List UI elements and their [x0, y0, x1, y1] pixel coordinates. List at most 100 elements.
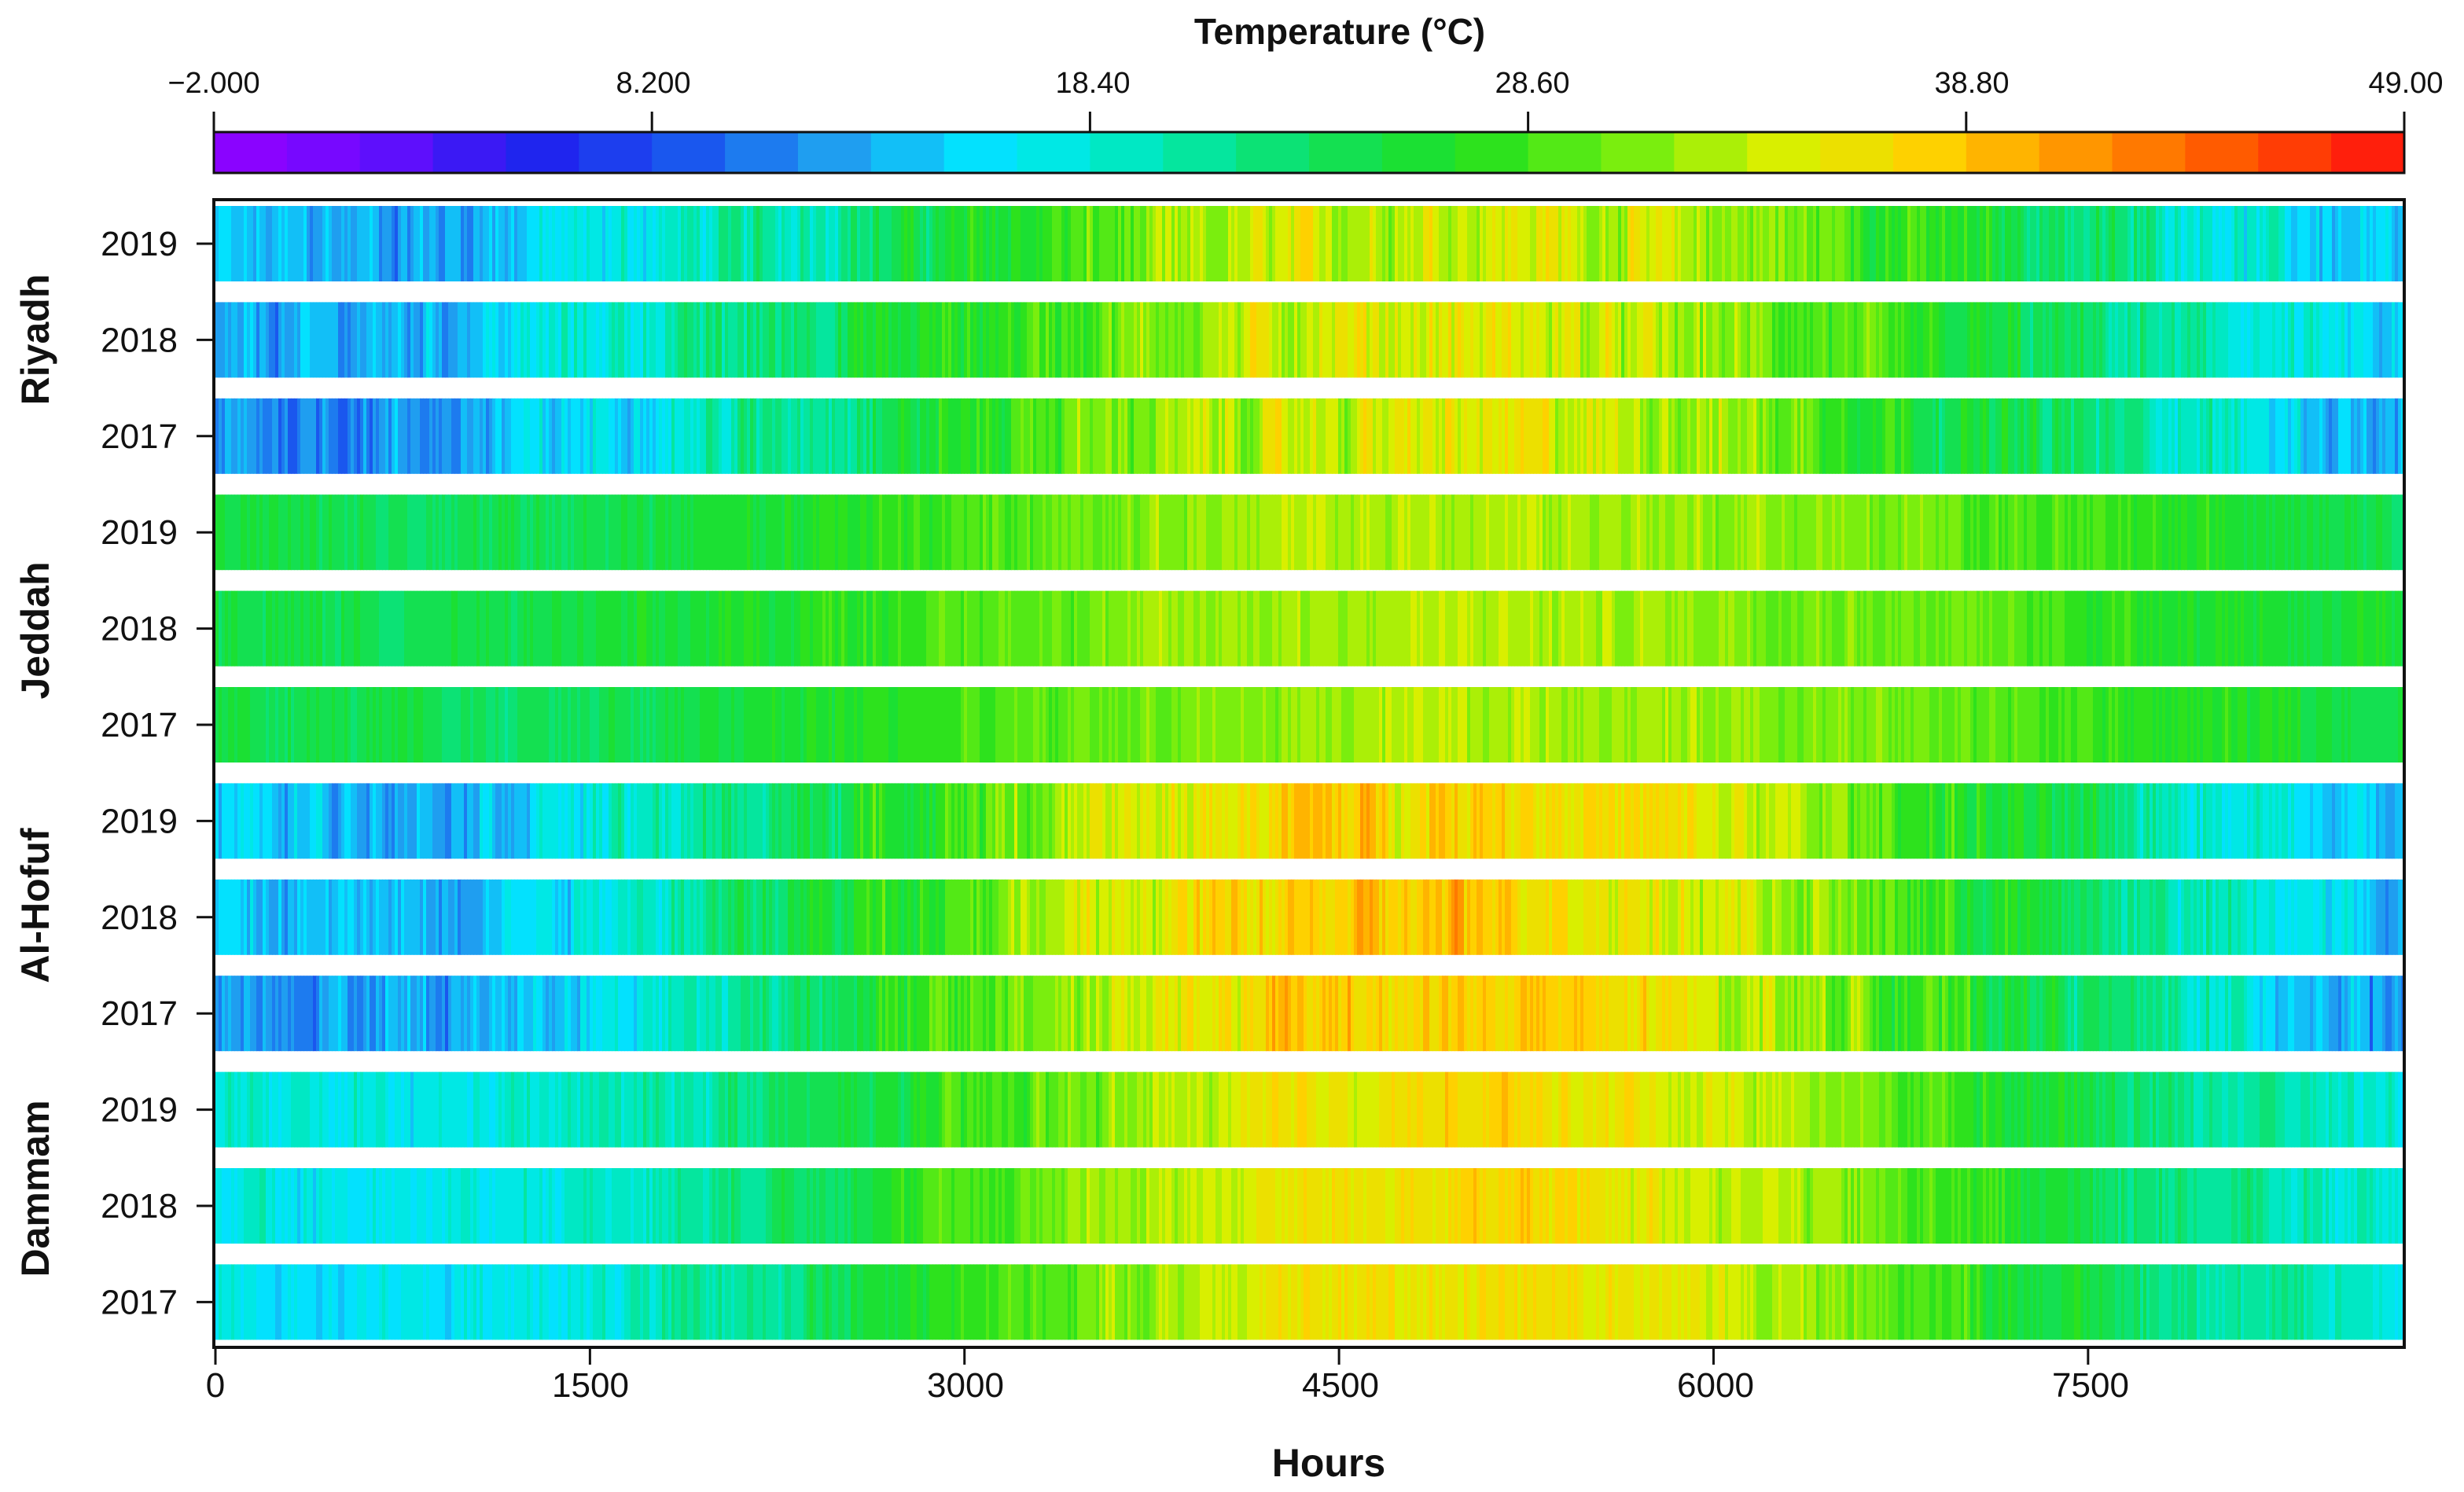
- heatmap-cell: [1577, 398, 1581, 474]
- heatmap-cell: [1668, 687, 1672, 763]
- heatmap-cell: [1561, 687, 1565, 763]
- heatmap-cell: [1775, 590, 1779, 667]
- heatmap-cell: [2190, 687, 2194, 763]
- heatmap-cell: [1580, 687, 1584, 763]
- heatmap-cell: [2389, 494, 2392, 571]
- heatmap-cell: [1080, 398, 1084, 474]
- heatmap-cell: [552, 494, 556, 571]
- heatmap-cell: [1105, 687, 1109, 763]
- heatmap-cell: [1124, 398, 1128, 474]
- heatmap-cell: [1728, 687, 1732, 763]
- heatmap-cell: [1087, 302, 1090, 378]
- heatmap-cell: [1797, 302, 1801, 378]
- heatmap-cell: [1442, 398, 1446, 474]
- heatmap-cell: [2228, 302, 2232, 378]
- heatmap-cell: [2109, 302, 2113, 378]
- heatmap-cell: [1599, 687, 1603, 763]
- heatmap-cell: [882, 398, 886, 474]
- heatmap-cell: [1505, 590, 1509, 667]
- heatmap-cell: [1546, 398, 1550, 474]
- heatmap-cell: [646, 398, 650, 474]
- heatmap-cell: [514, 302, 518, 378]
- heatmap-cell: [1332, 687, 1336, 763]
- heatmap-cell: [2087, 494, 2091, 571]
- heatmap-cell: [1077, 687, 1081, 763]
- heatmap-cell: [2231, 687, 2235, 763]
- heatmap-cell: [722, 206, 726, 281]
- heatmap-cell: [1212, 590, 1216, 667]
- heatmap-cell: [2112, 494, 2116, 571]
- heatmap-cell: [923, 783, 927, 859]
- heatmap-cell: [1832, 398, 1836, 474]
- heatmap-cell: [1678, 590, 1682, 667]
- heatmap-cell: [1725, 398, 1729, 474]
- heatmap-cell: [495, 398, 499, 474]
- heatmap-cell: [1043, 494, 1046, 571]
- heatmap-cell: [2316, 398, 2320, 474]
- heatmap-cell: [888, 206, 892, 281]
- heatmap-cell: [605, 398, 609, 474]
- heatmap-cell: [700, 398, 704, 474]
- heatmap-cell: [2131, 206, 2135, 281]
- heatmap-cell: [1558, 302, 1562, 378]
- heatmap-cell: [624, 783, 628, 859]
- heatmap-cell: [1895, 302, 1899, 378]
- heatmap-cell: [1873, 206, 1877, 281]
- heatmap-cell: [910, 590, 914, 667]
- heatmap-cell: [219, 494, 222, 571]
- heatmap-cell: [1458, 590, 1462, 667]
- heatmap-cell: [1719, 206, 1723, 281]
- heatmap-cell: [2338, 783, 2342, 859]
- heatmap-cell: [2348, 494, 2352, 571]
- heatmap-cell: [1341, 206, 1345, 281]
- heatmap-cell: [1744, 783, 1748, 859]
- heatmap-cell: [1291, 206, 1295, 281]
- heatmap-cell: [1643, 302, 1647, 378]
- heatmap-cell: [1282, 206, 1285, 281]
- heatmap-cell: [2222, 590, 2226, 667]
- heatmap-cell: [1310, 206, 1314, 281]
- heatmap-cell: [404, 302, 408, 378]
- heatmap-cell: [662, 494, 666, 571]
- heatmap-cell: [885, 302, 889, 378]
- heatmap-cell: [1134, 494, 1138, 571]
- heatmap-cell: [1373, 206, 1377, 281]
- heatmap-cell: [2282, 398, 2286, 474]
- heatmap-cell: [2172, 687, 2175, 763]
- heatmap-cell: [637, 206, 641, 281]
- heatmap-cell: [728, 494, 732, 571]
- heatmap-cell: [1851, 206, 1855, 281]
- heatmap-cell: [370, 687, 373, 763]
- heatmap-cell: [2272, 302, 2276, 378]
- heatmap-cell: [517, 687, 521, 763]
- heatmap-cell: [1668, 206, 1672, 281]
- heatmap-cell: [788, 302, 792, 378]
- heatmap-cell: [2074, 590, 2078, 667]
- heatmap-cell: [445, 494, 449, 571]
- heatmap-cell: [470, 590, 474, 667]
- heatmap-cell: [225, 206, 229, 281]
- colorbar-tick-label: 49.00: [2368, 67, 2443, 100]
- heatmap-cell: [857, 590, 861, 667]
- heatmap-cell: [1939, 783, 1943, 859]
- heatmap-cell: [2058, 494, 2062, 571]
- heatmap-cell: [1127, 687, 1131, 763]
- heatmap-cell: [1760, 590, 1763, 667]
- heatmap-cell: [1008, 206, 1012, 281]
- heatmap-cell: [1778, 783, 1782, 859]
- heatmap-cell: [1731, 783, 1735, 859]
- heatmap-cell: [1694, 687, 1697, 763]
- heatmap-cell: [1571, 494, 1575, 571]
- heatmap-cell: [857, 783, 861, 859]
- heatmap-cell: [498, 783, 502, 859]
- heatmap-cell: [2143, 398, 2147, 474]
- heatmap-cell: [1546, 687, 1550, 763]
- heatmap-cell: [1800, 783, 1804, 859]
- heatmap-cell: [759, 302, 763, 378]
- heatmap-cell: [1744, 206, 1748, 281]
- heatmap-cell: [1725, 687, 1729, 763]
- heatmap-cell: [1888, 494, 1892, 571]
- heatmap-cell: [1995, 687, 1999, 763]
- heatmap-cell: [1266, 590, 1270, 667]
- heatmap-cell: [986, 590, 990, 667]
